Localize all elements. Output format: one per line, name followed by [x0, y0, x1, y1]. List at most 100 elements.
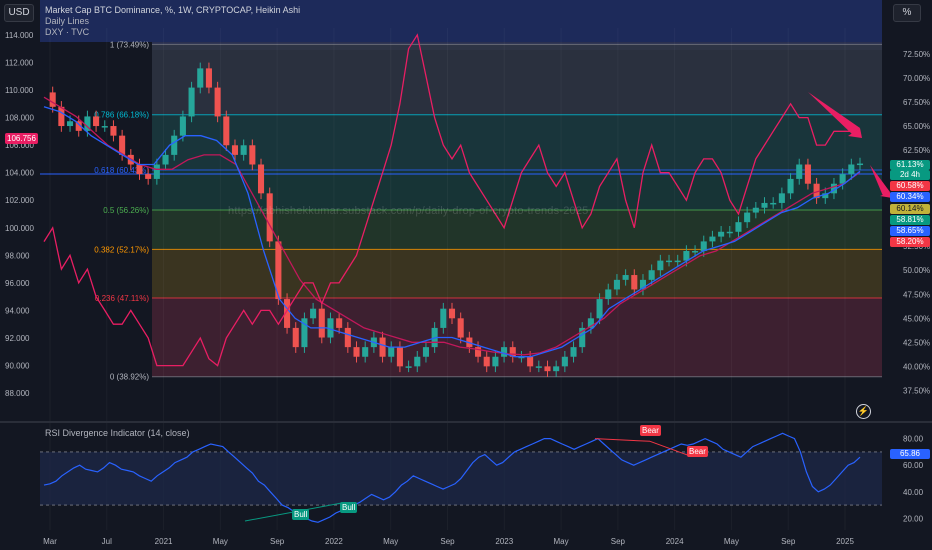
- percent-scale-button[interactable]: %: [893, 4, 921, 22]
- candle-body: [535, 366, 542, 368]
- alert-icon[interactable]: ⚡: [856, 404, 871, 419]
- candle-body: [744, 212, 751, 223]
- fib-zone: [152, 298, 882, 377]
- chart-title[interactable]: Market Cap BTC Dominance, %, 1W, CRYPTOC…: [45, 5, 301, 15]
- ma-blue-line: [43, 106, 861, 358]
- candle-body: [336, 318, 343, 328]
- candle-body: [110, 126, 117, 136]
- candle-body: [205, 68, 212, 88]
- candle-body: [492, 356, 499, 367]
- fib-zone: [152, 114, 882, 170]
- candle-body: [674, 260, 681, 263]
- right-price-tag: 61.13%: [890, 160, 930, 170]
- candle-body: [804, 164, 811, 184]
- right-axis-bg: [882, 20, 932, 430]
- legend-daily-lines[interactable]: Daily Lines: [45, 16, 90, 26]
- currency-button[interactable]: USD: [4, 4, 34, 22]
- candle-body: [136, 164, 143, 175]
- candle-body: [639, 279, 647, 290]
- left-price-tag: 106.756: [5, 133, 38, 144]
- candle-body: [284, 299, 291, 328]
- x-axis-tick: May: [213, 537, 228, 546]
- legend-dxy[interactable]: DXY · TVC: [45, 27, 90, 37]
- candle-body: [197, 68, 204, 88]
- x-axis-tick: Jul: [102, 537, 112, 546]
- candle-body: [101, 126, 108, 128]
- candle-body: [596, 299, 603, 319]
- candle-body: [579, 327, 586, 348]
- candle-body: [422, 347, 429, 357]
- rsi-panel: 80.00 60.00 40.00 20.00: [40, 432, 924, 523]
- x-axis-tick: 2023: [495, 537, 513, 546]
- candle-body: [518, 356, 525, 359]
- candle-body: [683, 251, 690, 261]
- candle-body: [231, 145, 239, 155]
- candle-body: [605, 289, 612, 300]
- fib-label: 0.236 (47.11%): [95, 294, 149, 303]
- candle-body: [483, 356, 490, 367]
- right-price-tag: 60.34%: [890, 192, 930, 202]
- candle-body: [379, 337, 386, 357]
- candle-body: [440, 308, 447, 328]
- candle-body: [700, 241, 707, 252]
- candle-body: [735, 222, 742, 232]
- x-axis-tick: Sep: [781, 537, 796, 546]
- grid: [49, 28, 846, 530]
- candle-body: [544, 366, 551, 372]
- candle-body: [796, 164, 803, 179]
- pink-arrow-head: [880, 192, 892, 198]
- fib-label: 0 (38.92%): [110, 373, 149, 382]
- x-axis-tick: 2025: [836, 537, 854, 546]
- right-price-tag: 58.81%: [890, 215, 930, 225]
- candle-body: [49, 92, 56, 107]
- bear-divergence-line: [594, 438, 651, 442]
- candle-body: [162, 154, 169, 165]
- candle-body: [448, 308, 456, 319]
- candle-body: [718, 231, 725, 237]
- candle-body: [388, 347, 395, 357]
- candle-body: [75, 121, 82, 131]
- x-axis-tick: Mar: [43, 537, 57, 546]
- right-axis-tick: 70.00%: [903, 74, 930, 83]
- indicator-title[interactable]: RSI Divergence Indicator (14, close): [45, 428, 190, 438]
- ma-red-line: [43, 96, 861, 356]
- candle-body: [327, 318, 334, 338]
- candle-body: [527, 356, 534, 367]
- x-axis-tick: May: [383, 537, 398, 546]
- right-axis-tick: 50.00%: [903, 266, 930, 275]
- right-axis-tick: 47.50%: [903, 290, 930, 299]
- x-axis-tick: May: [724, 537, 739, 546]
- pink-arrow: [808, 92, 860, 134]
- rsi-axis-tick: 40.00: [903, 488, 924, 497]
- x-axis-tick: Sep: [611, 537, 626, 546]
- candle-body: [171, 135, 178, 155]
- left-axis-tick: 88.000: [5, 389, 30, 398]
- left-axis-tick: 114.000: [5, 31, 34, 40]
- candle-body: [709, 236, 716, 242]
- candle-body: [353, 347, 360, 357]
- right-axis-tick: 65.00%: [903, 122, 930, 131]
- x-axis-tick: 2022: [325, 537, 343, 546]
- left-axis-tick: 104.000: [5, 169, 34, 178]
- fib-label: 0.618 (60.43%): [94, 166, 149, 175]
- candle-body: [257, 164, 265, 194]
- candle-body: [752, 207, 759, 213]
- fib-zone: [152, 44, 882, 115]
- price-series: [43, 33, 864, 377]
- candle-body: [561, 356, 568, 367]
- watermark-url: https://abhishekkumar.substack.com/p/dai…: [228, 205, 589, 217]
- candle-body: [475, 347, 482, 357]
- candle-body: [787, 178, 794, 194]
- top-blue-band: [40, 0, 882, 42]
- dxy-line: [43, 33, 861, 367]
- candle-body: [822, 193, 829, 199]
- candle-body: [188, 87, 195, 117]
- candle-body: [622, 275, 629, 280]
- candle-body: [93, 116, 100, 127]
- left-axis-tick: 98.000: [5, 251, 30, 260]
- right-price-tag: 58.20%: [890, 237, 930, 247]
- candle-body: [726, 231, 733, 234]
- candle-body: [301, 318, 308, 348]
- candle-body: [761, 202, 768, 208]
